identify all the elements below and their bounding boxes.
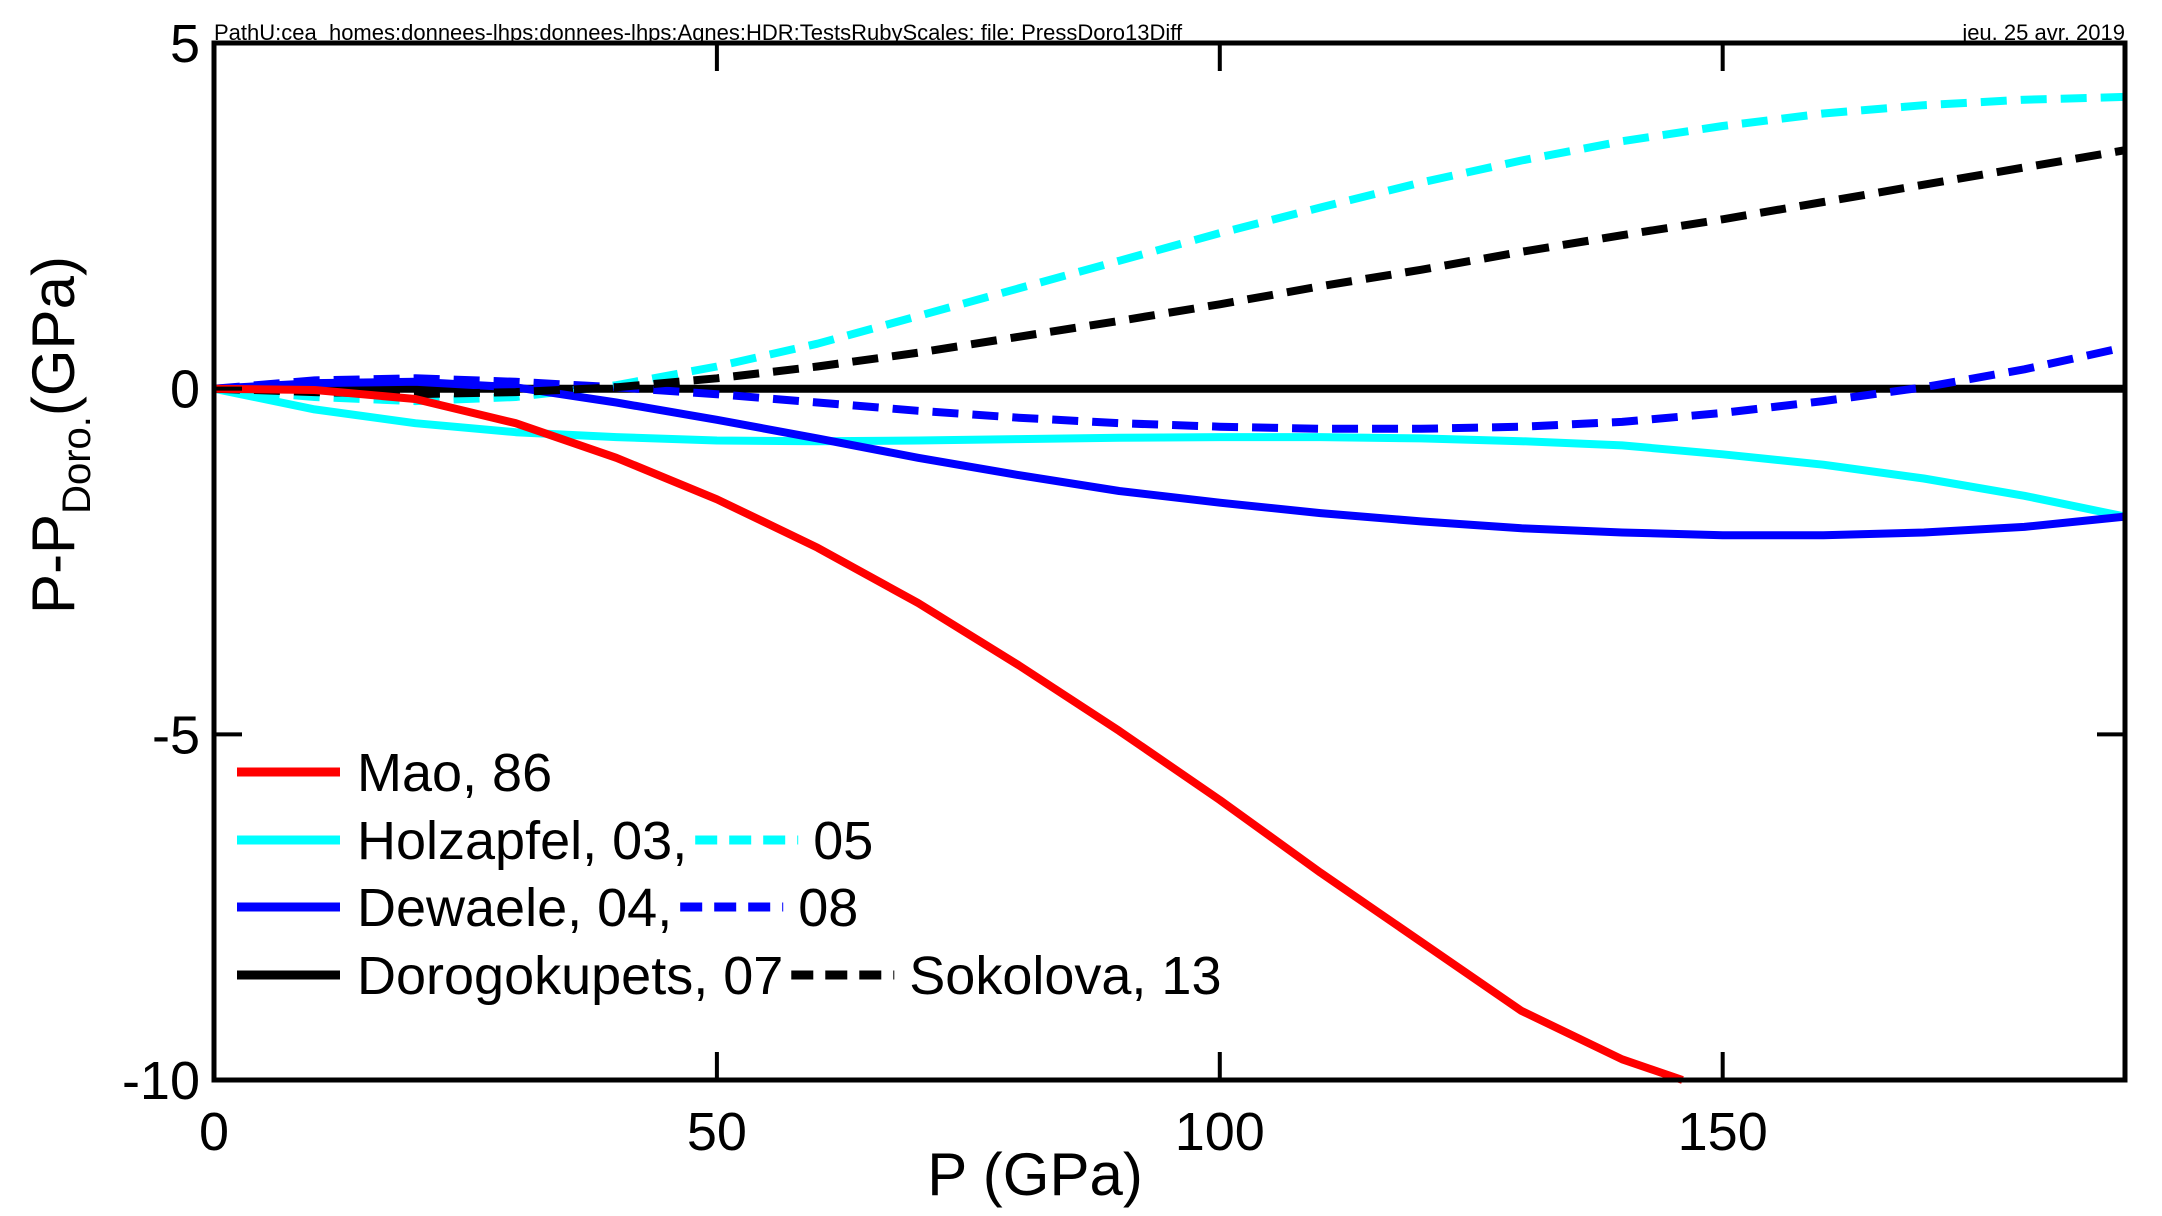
legend-label: Holzapfel, 03, bbox=[357, 811, 687, 871]
x-tick-label: 150 bbox=[1678, 1102, 1768, 1162]
series-layer bbox=[213, 92, 2126, 1084]
x-tick-label: 0 bbox=[199, 1102, 229, 1162]
legend-label: Dewaele, 04, bbox=[357, 878, 672, 938]
series-line-sokolova-13 bbox=[213, 146, 2126, 399]
legend-label: 05 bbox=[813, 811, 873, 871]
series-line-mao-86 bbox=[213, 384, 1684, 1084]
x-tick-label: 50 bbox=[687, 1102, 747, 1162]
y-axis-label-unit: (GPa) bbox=[20, 256, 87, 416]
series-line-dewaele-04 bbox=[213, 377, 2126, 540]
y-tick-label: 0 bbox=[170, 360, 200, 420]
series-line-05 bbox=[213, 92, 2126, 406]
legend-label: Dorogokupets, 07 bbox=[357, 946, 783, 1006]
legend-label: Sokolova, 13 bbox=[909, 946, 1221, 1006]
y-axis-label-sub: Doro. bbox=[55, 416, 99, 514]
plot-frame bbox=[211, 40, 2128, 1083]
y-axis-label: P-PDoro.(GPa) bbox=[20, 256, 99, 614]
svg-text:P-PDoro.(GPa): P-PDoro.(GPa) bbox=[20, 256, 99, 614]
x-tick-label: 100 bbox=[1175, 1102, 1265, 1162]
y-axis-label-main: P-P bbox=[20, 514, 87, 614]
legend-label: Mao, 86 bbox=[357, 743, 552, 803]
legend: Mao, 86 Holzapfel, 03, 05 Dewaele, 04, 08Dor… bbox=[237, 743, 1222, 1006]
y-tick-label: 5 bbox=[170, 14, 200, 74]
legend-label: 08 bbox=[798, 878, 858, 938]
y-tick-label: -5 bbox=[152, 705, 200, 765]
x-axis-label: P (GPa) bbox=[927, 1141, 1143, 1208]
y-tick-label: -10 bbox=[122, 1051, 200, 1111]
